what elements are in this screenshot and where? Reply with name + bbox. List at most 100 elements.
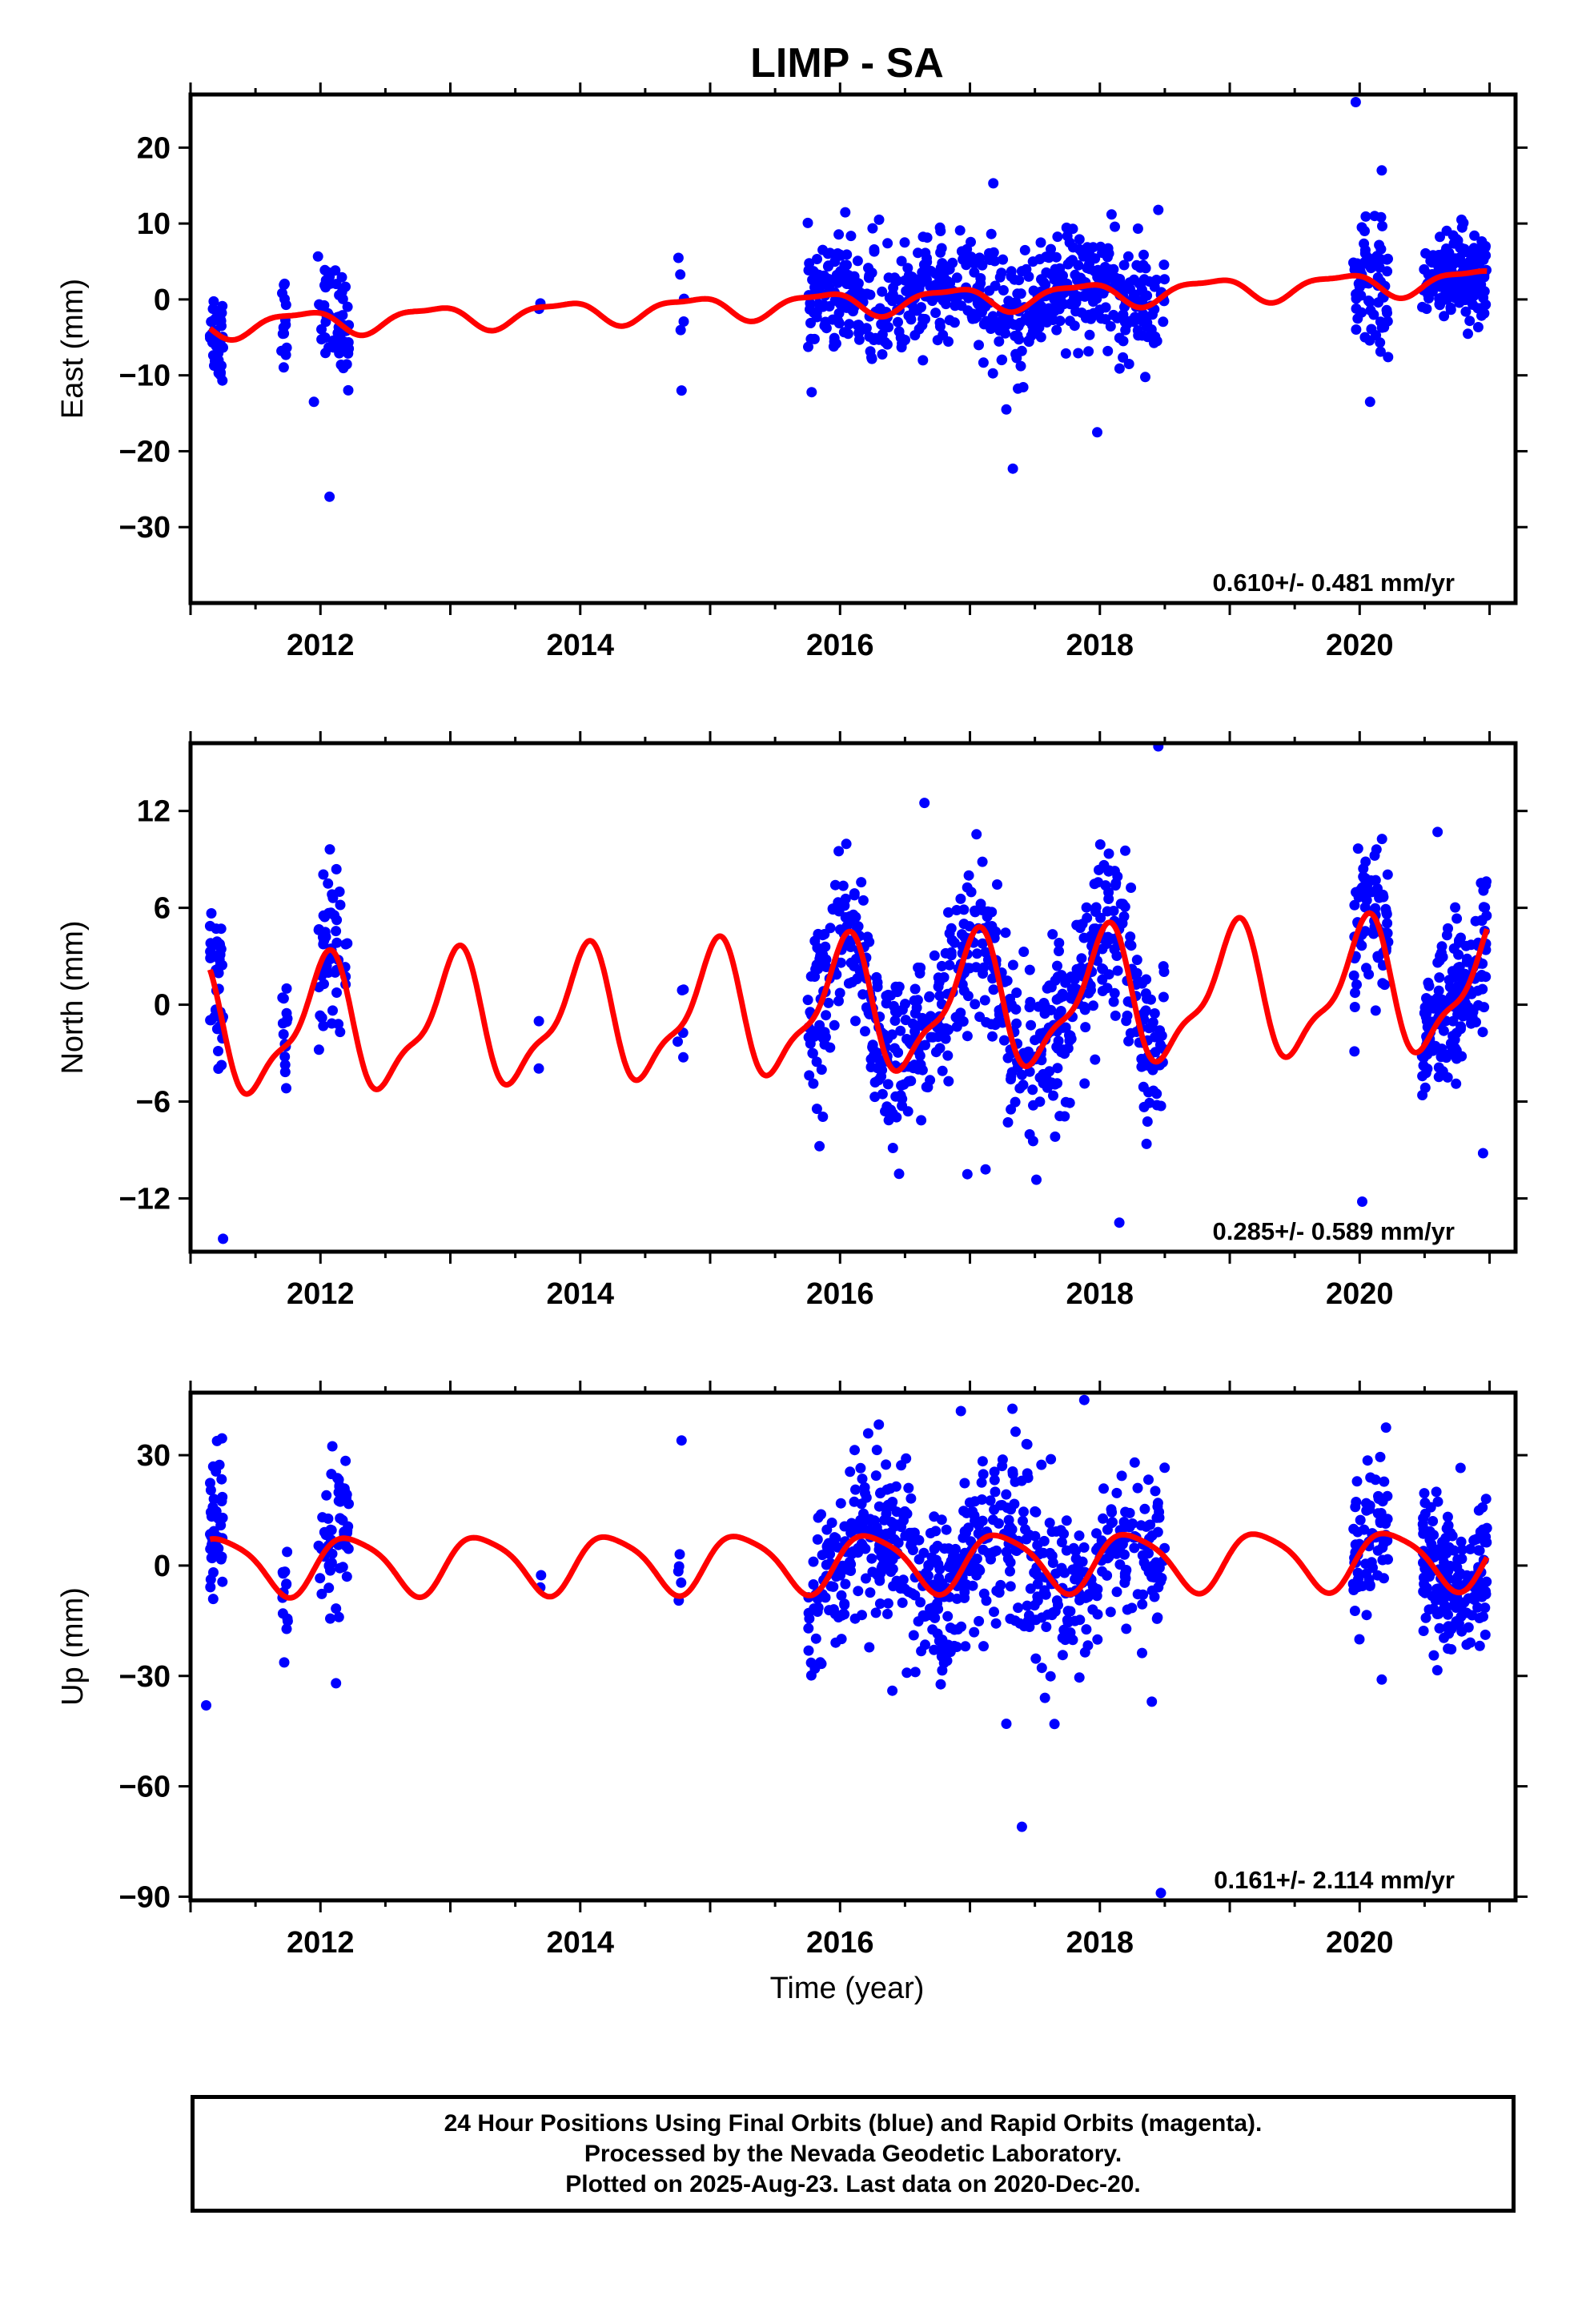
data-point: [1354, 1634, 1365, 1645]
data-point: [1118, 1517, 1130, 1527]
data-point: [279, 328, 290, 339]
data-point: [969, 1626, 980, 1638]
data-point: [919, 267, 930, 278]
data-point: [882, 1499, 893, 1510]
data-point: [853, 320, 864, 331]
data-point: [925, 1075, 936, 1086]
data-point: [1035, 332, 1046, 343]
data-point: [1110, 1010, 1121, 1021]
data-point: [909, 1667, 921, 1678]
data-point: [1453, 949, 1464, 960]
data-point: [1006, 1104, 1017, 1115]
data-point: [1023, 316, 1034, 327]
data-point: [1473, 1505, 1484, 1516]
data-point: [850, 1015, 861, 1027]
data-point: [969, 267, 980, 278]
data-point: [1375, 337, 1386, 348]
data-point: [1076, 246, 1087, 257]
data-point: [833, 1612, 844, 1622]
data-point: [1446, 1040, 1457, 1051]
data-point: [1074, 234, 1085, 245]
data-point: [673, 252, 684, 263]
data-point: [844, 319, 855, 330]
velocity-label: 0.285+/- 0.589 mm/yr: [1213, 1217, 1455, 1245]
data-point: [1018, 947, 1030, 957]
data-point: [944, 315, 955, 326]
data-point: [1441, 243, 1452, 254]
data-point: [1025, 1583, 1036, 1594]
data-point: [870, 1607, 881, 1618]
data-point: [1347, 1578, 1359, 1590]
data-point: [833, 308, 845, 319]
data-point: [833, 897, 844, 908]
data-point: [803, 1622, 814, 1634]
data-point: [975, 899, 986, 910]
data-point: [962, 963, 974, 974]
data-point: [959, 1478, 970, 1489]
data-point: [822, 261, 833, 272]
data-point: [205, 938, 216, 949]
data-point: [211, 1506, 222, 1517]
data-point: [1030, 1506, 1041, 1517]
data-point: [278, 1029, 289, 1039]
data-point: [1430, 1594, 1441, 1606]
data-point: [1478, 885, 1489, 896]
data-point: [1100, 314, 1111, 325]
data-point: [875, 1488, 885, 1499]
data-point: [1351, 324, 1362, 335]
data-point: [1439, 1632, 1449, 1643]
data-point: [1013, 383, 1023, 394]
data-point: [1014, 275, 1025, 286]
data-point: [1009, 1498, 1020, 1510]
data-point: [337, 310, 348, 321]
data-point: [1050, 1131, 1061, 1142]
data-point: [813, 1028, 824, 1039]
data-point: [1102, 1570, 1113, 1581]
data-point: [1158, 991, 1169, 1003]
data-point: [1050, 1606, 1061, 1617]
data-point: [1007, 1403, 1018, 1414]
data-point: [1013, 1602, 1024, 1614]
data-point: [1116, 1470, 1127, 1482]
data-point: [866, 267, 877, 279]
data-point: [896, 1080, 907, 1091]
data-point: [1360, 211, 1371, 222]
data-point: [1076, 953, 1087, 964]
data-point: [1451, 1027, 1462, 1039]
data-point: [1480, 299, 1492, 310]
data-point: [932, 335, 943, 346]
data-point: [853, 921, 864, 932]
data-point: [843, 978, 854, 989]
data-point: [1061, 1515, 1072, 1526]
x-tick-label: 2020: [1326, 1277, 1394, 1311]
data-point: [1118, 259, 1130, 271]
data-point: [891, 1506, 902, 1518]
data-point: [808, 307, 819, 318]
data-point: [331, 926, 342, 937]
x-axis-title: Time (year): [770, 1972, 925, 2005]
data-point: [955, 1405, 966, 1417]
data-point: [1364, 296, 1375, 308]
data-point: [829, 336, 840, 347]
data-point: [1005, 1581, 1016, 1592]
data-point: [915, 1059, 926, 1070]
data-point: [324, 491, 335, 502]
data-point: [869, 335, 879, 345]
x-tick-label: 2014: [546, 629, 614, 662]
data-point: [1428, 283, 1439, 294]
data-point: [1069, 974, 1080, 985]
data-point: [1135, 279, 1146, 290]
data-point: [320, 275, 331, 286]
data-point: [278, 362, 289, 373]
data-point: [1052, 960, 1062, 971]
data-point: [960, 1641, 971, 1652]
data-point: [1009, 319, 1020, 330]
data-point: [1011, 1018, 1022, 1029]
data-point: [1026, 1019, 1037, 1031]
data-point: [1030, 1653, 1042, 1664]
data-point: [536, 1570, 547, 1581]
data-point: [889, 1015, 901, 1026]
data-point: [1018, 1047, 1029, 1059]
data-point: [1381, 254, 1392, 265]
data-point: [861, 1573, 871, 1584]
